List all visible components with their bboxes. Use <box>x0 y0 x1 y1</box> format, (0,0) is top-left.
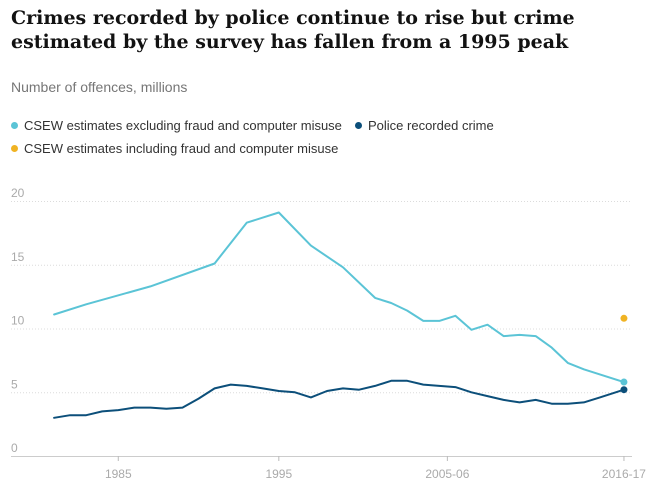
legend-item-csew-excluding: CSEW estimates excluding fraud and compu… <box>11 118 342 133</box>
series-end-point-1 <box>620 386 628 394</box>
y-tick-label: 10 <box>11 314 25 328</box>
x-tick-label: 1995 <box>265 467 292 481</box>
x-tick-label: 2005-06 <box>425 467 469 481</box>
legend-dot-icon <box>11 145 18 152</box>
legend-dot-icon <box>355 122 362 129</box>
x-tick-label: 2016-17 <box>602 467 646 481</box>
chart-title: Crimes recorded by police continue to ri… <box>11 7 575 53</box>
series-end-point-2 <box>620 314 628 322</box>
y-tick-label: 20 <box>11 186 25 200</box>
legend-item-police-recorded: Police recorded crime <box>355 118 494 133</box>
legend-dot-icon <box>11 122 18 129</box>
series-line-1 <box>53 379 625 419</box>
legend-item-csew-including: CSEW estimates including fraud and compu… <box>11 141 338 156</box>
legend-label: CSEW estimates including fraud and compu… <box>24 141 339 156</box>
y-tick-label: 15 <box>11 250 25 264</box>
y-tick-label: 0 <box>11 441 18 455</box>
legend-label: CSEW estimates excluding fraud and compu… <box>24 118 342 133</box>
y-tick-label: 5 <box>11 377 18 391</box>
series-end-point-0 <box>620 378 628 386</box>
legend-label: Police recorded crime <box>368 118 494 133</box>
y-axis-label: Number of offences, millions <box>11 79 188 95</box>
series-line-0 <box>53 211 625 384</box>
x-tick-label: 1985 <box>105 467 132 481</box>
